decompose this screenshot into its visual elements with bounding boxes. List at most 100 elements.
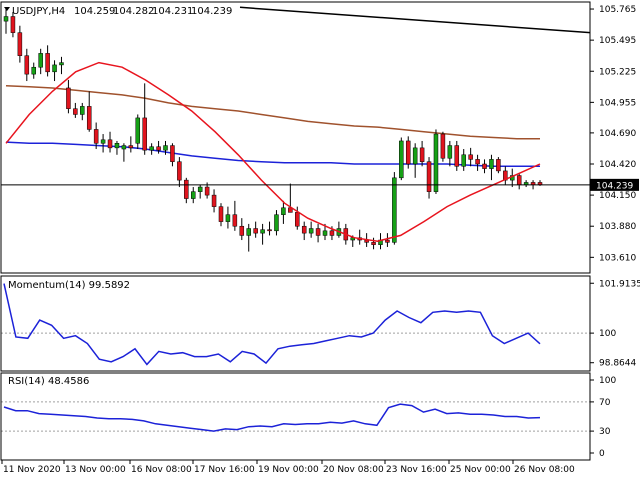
x-tick-label: 23 Nov 16:00	[386, 465, 447, 475]
x-tick-label: 26 Nov 08:00	[514, 465, 575, 475]
candle-body	[281, 207, 286, 215]
candle-body	[190, 191, 196, 199]
candle-body	[405, 140, 411, 165]
candle-body	[17, 32, 23, 56]
rsi-tick-label: 100	[599, 376, 616, 386]
candle-body	[419, 147, 425, 162]
candle-body	[315, 228, 321, 236]
x-tick-label: 16 Nov 08:00	[131, 465, 192, 475]
momentum-tick-label: 100	[599, 329, 616, 339]
candle-body	[31, 66, 36, 75]
panel-frame	[0, 275, 591, 372]
candle-body	[3, 16, 9, 22]
price-tick-label: 105.765	[599, 5, 636, 15]
candle-body	[274, 214, 279, 232]
candle-body	[295, 212, 300, 227]
candle-body	[371, 242, 376, 245]
momentum-tick-label: 98.8644	[599, 359, 636, 369]
ma-fast-line	[5, 61, 541, 242]
candle-body	[184, 179, 189, 199]
current-price-label: 104.239	[596, 181, 633, 191]
price-tick-label: 103.880	[599, 222, 636, 232]
momentum-panel: Momentum(14) 99.5892 101.9135 100 98.8644	[1, 279, 640, 369]
candle-body	[392, 177, 397, 243]
panel-frame	[0, 1, 591, 274]
candle-body	[412, 147, 418, 165]
candle-body	[128, 145, 134, 149]
candle-body	[52, 64, 57, 73]
candle-body	[232, 214, 238, 227]
candle-body	[204, 186, 210, 196]
price-tick-label: 104.955	[599, 98, 636, 108]
candle-body	[301, 225, 307, 234]
close-price-readout: 104.239	[191, 6, 232, 17]
candle-body	[218, 206, 224, 222]
candle-body	[45, 53, 50, 73]
low-price-readout: 104.231	[152, 6, 193, 17]
candle-body	[461, 154, 466, 167]
candle-body	[225, 214, 231, 222]
candle-body	[329, 230, 335, 236]
candle-body	[86, 106, 92, 130]
x-tick-label: 20 Nov 08:00	[323, 465, 384, 475]
candle-body	[246, 228, 251, 236]
candle-body	[468, 154, 473, 160]
candle-body	[107, 139, 113, 149]
candle-body	[308, 228, 314, 234]
momentum-tick-label: 101.9135	[599, 279, 640, 289]
rsi-line	[3, 403, 541, 432]
candle-body	[38, 53, 43, 68]
x-tick-label: 25 Nov 00:00	[450, 465, 511, 475]
x-tick-label: 17 Nov 16:00	[194, 465, 255, 475]
candle-body	[121, 145, 127, 150]
candle-body	[260, 229, 265, 234]
candle-body	[197, 186, 203, 192]
candle-body	[24, 55, 30, 75]
price-chart-title: USDJPY,H4	[12, 6, 65, 17]
x-tick-label: 13 Nov 00:00	[65, 465, 126, 475]
candle-body	[426, 161, 432, 192]
candle-body	[267, 229, 272, 232]
price-tick-label: 104.150	[599, 191, 636, 201]
rsi-title: RSI(14) 48.4586	[8, 376, 89, 387]
high-price-readout: 104.282	[113, 6, 154, 17]
ma-slow-line	[5, 84, 540, 140]
candle-body	[93, 129, 99, 144]
price-tick-label: 105.495	[599, 36, 636, 46]
candle-body	[114, 143, 120, 149]
candle-body	[80, 106, 85, 115]
candle-body	[170, 145, 175, 162]
candle-body	[59, 62, 64, 66]
candle-body	[10, 16, 16, 33]
price-panel: USDJPY,H4 104.259 104.282 104.231 104.23…	[1, 5, 639, 263]
momentum-line	[3, 283, 541, 366]
candle-body	[135, 117, 141, 144]
candle-body	[66, 87, 71, 109]
candle-body	[177, 161, 182, 181]
candle-body	[322, 230, 328, 236]
candle-body	[253, 228, 258, 234]
candle-body	[454, 145, 460, 167]
price-tick-label: 105.225	[599, 67, 636, 77]
price-tick-label: 104.690	[599, 129, 636, 139]
ma-mid-line	[5, 141, 540, 168]
candle-body	[482, 163, 487, 169]
candle-body	[516, 175, 522, 185]
candle-body	[489, 159, 494, 169]
candle-body	[447, 145, 453, 159]
rsi-tick-label: 0	[599, 449, 605, 459]
rsi-panel: RSI(14) 48.4586 100 70 30 0	[1, 376, 616, 459]
price-tick-label: 103.610	[599, 253, 636, 263]
candle-body	[156, 146, 161, 151]
open-price-readout: 104.259	[74, 6, 115, 17]
candle-body	[385, 239, 390, 243]
candle-body	[100, 139, 106, 144]
price-tick-label: 104.420	[599, 160, 636, 170]
candle-body	[475, 159, 480, 165]
panel-frame	[0, 372, 591, 461]
candle-body	[163, 145, 168, 151]
candle-body	[399, 140, 404, 179]
candle-body	[211, 194, 217, 207]
candle-body	[496, 159, 501, 172]
